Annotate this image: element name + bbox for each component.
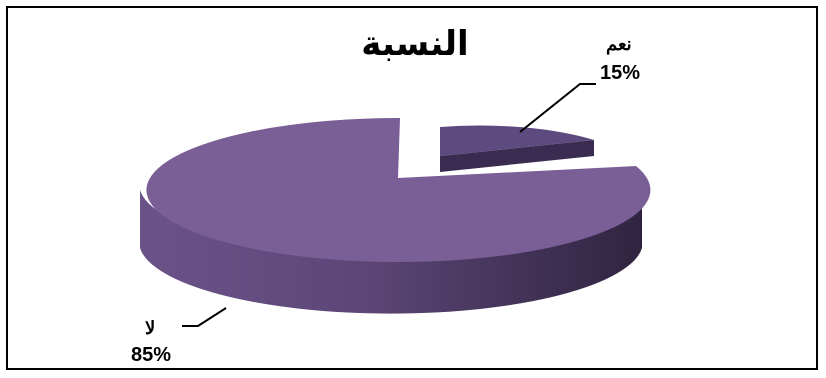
leader-line-no [182,307,227,327]
slice-value-no: 85% [131,344,172,366]
slice-value-yes: 15% [600,62,641,84]
slice-side-no [140,190,642,314]
slice-label-yes: نعم [606,34,632,54]
leader-line-yes [519,83,596,133]
slice-top-no [146,117,651,262]
slice-inner-yes [440,140,594,172]
slice-top-yes [440,125,594,156]
chart-title: النسبة [361,24,469,64]
slice-label-no: لا [145,318,156,338]
